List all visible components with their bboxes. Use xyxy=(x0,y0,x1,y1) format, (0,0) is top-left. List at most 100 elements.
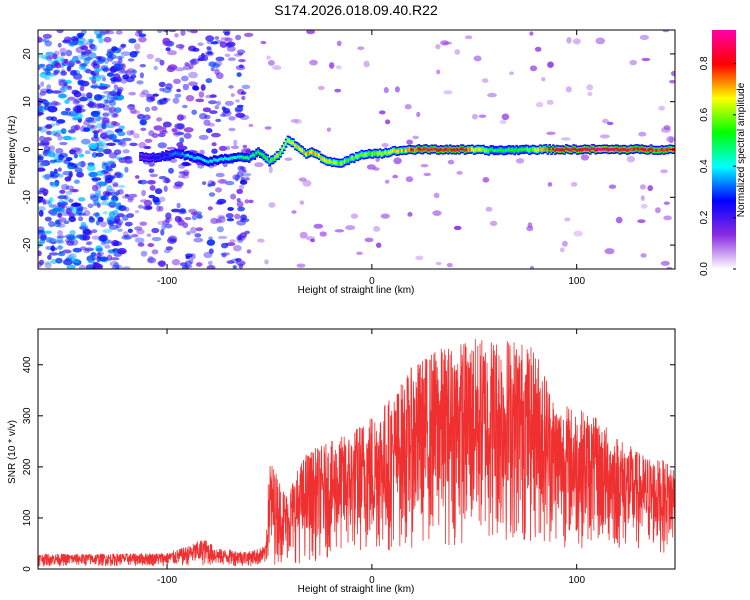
colorbar-tick-label: 0.4 xyxy=(699,159,710,173)
ridge-core-cell xyxy=(318,154,321,157)
noise-speckle xyxy=(90,252,97,257)
noise-speckle xyxy=(214,36,220,40)
y-tick-label: 400 xyxy=(22,356,33,373)
noise-speckle xyxy=(124,166,129,173)
noise-speckle xyxy=(202,107,212,113)
ridge-core-cell xyxy=(657,148,660,152)
ridge-core-cell xyxy=(342,161,345,165)
noise-speckle xyxy=(180,30,186,36)
noise-speckle xyxy=(214,40,224,44)
ridge-core-cell xyxy=(614,147,618,151)
noise-speckle xyxy=(239,114,250,120)
noise-speckle xyxy=(376,242,382,248)
noise-speckle xyxy=(157,133,166,138)
ridge-core-cell xyxy=(413,148,417,152)
noise-speckle xyxy=(200,52,205,60)
noise-speckle xyxy=(105,124,115,129)
ridge-core-cell xyxy=(332,160,336,164)
noise-speckle xyxy=(45,69,51,74)
ridge-core-cell xyxy=(216,159,220,163)
ridge-core-cell xyxy=(471,147,474,151)
noise-speckle xyxy=(44,173,51,180)
noise-speckle xyxy=(76,204,84,212)
noise-speckle xyxy=(50,245,56,252)
ridge-core-cell xyxy=(203,159,207,162)
noise-speckle xyxy=(153,65,158,71)
noise-speckle xyxy=(248,123,254,128)
noise-speckle xyxy=(57,244,63,251)
noise-speckle xyxy=(138,33,147,38)
ridge-core-cell xyxy=(146,156,150,160)
noise-speckle xyxy=(48,204,58,208)
ridge-core-cell xyxy=(537,148,540,152)
noise-speckle xyxy=(529,265,535,269)
noise-speckle xyxy=(128,38,137,44)
noise-speckle xyxy=(117,189,124,195)
noise-speckle xyxy=(217,235,228,240)
noise-speckle xyxy=(195,262,202,267)
noise-speckle xyxy=(102,112,110,117)
ridge-core-cell xyxy=(163,155,166,159)
ridge-core-cell xyxy=(613,148,616,152)
noise-speckle xyxy=(85,241,92,246)
spectrogram-y-label: Frequency (Hz) xyxy=(7,116,18,185)
noise-speckle xyxy=(67,62,74,69)
noise-speckle xyxy=(302,179,312,187)
noise-speckle xyxy=(235,108,243,113)
noise-speckle xyxy=(55,207,65,213)
noise-speckle xyxy=(602,118,609,124)
noise-speckle xyxy=(98,256,109,262)
colorbar-tick-label: 0.6 xyxy=(699,107,710,121)
noise-speckle xyxy=(76,105,82,110)
noise-speckle xyxy=(115,30,123,35)
ridge-core-cell xyxy=(222,157,225,161)
ridge-core-cell xyxy=(255,151,258,155)
noise-speckle xyxy=(103,90,112,95)
noise-speckle xyxy=(75,55,85,60)
noise-speckle xyxy=(151,236,162,242)
noise-speckle xyxy=(660,260,670,266)
noise-speckle xyxy=(38,105,44,110)
ridge-core-cell xyxy=(240,155,244,159)
ridge-core-cell xyxy=(426,148,430,152)
ridge-core-cell xyxy=(231,156,234,160)
ridge-core-cell xyxy=(627,148,631,152)
ridge-core-cell xyxy=(144,155,148,159)
noise-speckle xyxy=(599,134,610,139)
noise-speckle xyxy=(637,219,646,224)
noise-speckle xyxy=(71,202,82,207)
ridge-core-cell xyxy=(201,158,205,162)
ridge-core-cell xyxy=(467,147,470,151)
noise-speckle xyxy=(235,34,242,41)
noise-speckle xyxy=(246,148,251,153)
noise-speckle xyxy=(238,184,245,190)
noise-speckle xyxy=(118,205,127,212)
noise-speckle xyxy=(63,58,69,64)
noise-speckle xyxy=(78,212,87,216)
ridge-core-cell xyxy=(489,148,493,152)
noise-speckle xyxy=(85,69,92,74)
noise-speckle xyxy=(640,253,647,258)
noise-speckle xyxy=(230,193,237,200)
noise-speckle xyxy=(173,78,181,85)
ridge-core-cell xyxy=(172,152,175,156)
noise-speckle xyxy=(156,99,163,106)
noise-speckle xyxy=(111,97,118,101)
noise-speckle xyxy=(43,38,50,43)
noise-speckle xyxy=(46,237,56,243)
noise-speckle xyxy=(52,53,58,60)
ridge-core-cell xyxy=(454,148,457,152)
ridge-core-cell xyxy=(399,149,402,152)
noise-speckle xyxy=(433,192,440,199)
noise-speckle xyxy=(239,232,247,239)
noise-speckle xyxy=(96,147,105,153)
noise-speckle xyxy=(44,262,52,269)
noise-speckle xyxy=(485,206,493,212)
noise-speckle xyxy=(151,227,160,234)
ridge-core-cell xyxy=(369,152,373,156)
noise-speckle xyxy=(38,135,46,143)
noise-speckle xyxy=(96,115,101,122)
noise-speckle xyxy=(215,218,222,224)
ridge-core-cell xyxy=(367,151,371,155)
noise-speckle xyxy=(86,124,95,129)
